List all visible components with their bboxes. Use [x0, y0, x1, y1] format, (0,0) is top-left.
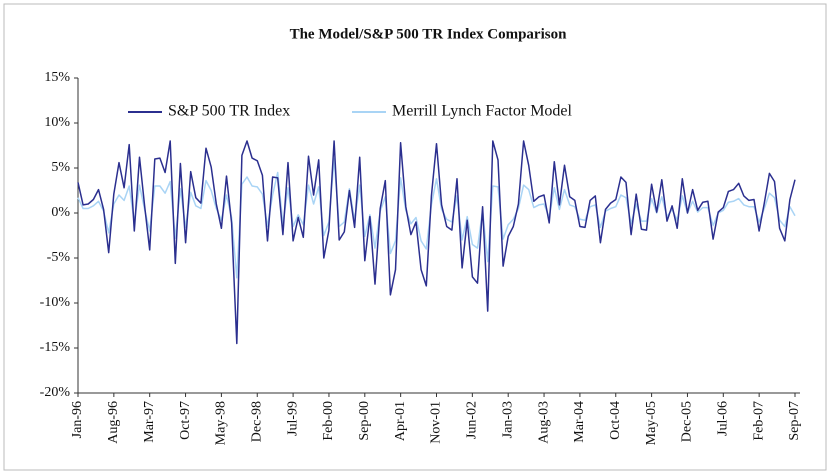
chart-border	[3, 3, 827, 471]
x-tick-label: May-98	[214, 401, 229, 445]
x-tick-label: Jan-96	[70, 401, 85, 438]
x-tick-label: Dec-05	[680, 401, 695, 442]
x-tick-label: Feb-00	[321, 401, 336, 441]
x-tick-label: Jul-99	[285, 401, 300, 436]
legend-label: Merrill Lynch Factor Model	[392, 103, 573, 120]
x-tick-label: Sep-00	[357, 401, 372, 441]
x-tick-label: Oct-97	[178, 401, 193, 440]
x-tick-label: Mar-04	[572, 401, 587, 443]
x-tick-label: Aug-03	[536, 401, 551, 444]
x-tick-label: Apr-01	[393, 401, 408, 441]
x-tick-label: Jan-03	[500, 401, 515, 438]
y-tick-label: -10%	[40, 295, 71, 310]
y-tick-label: -15%	[40, 340, 71, 355]
x-tick-label: Dec-98	[249, 401, 264, 442]
x-tick-label: Nov-01	[429, 401, 444, 444]
x-tick-label: Mar-97	[142, 401, 157, 443]
x-tick-label: Jul-06	[716, 401, 731, 436]
x-tick-label: Sep-07	[787, 401, 802, 441]
chart-title: The Model/S&P 500 TR Index Comparison	[290, 26, 567, 42]
series-line	[77, 140, 796, 345]
x-tick-label: Feb-07	[751, 401, 766, 441]
y-tick-label: 0%	[51, 205, 70, 220]
legend-label: S&P 500 TR Index	[168, 103, 290, 120]
y-tick-label: 10%	[44, 115, 70, 130]
y-tick-label: 15%	[44, 70, 70, 85]
y-tick-label: -5%	[47, 250, 71, 265]
x-tick-label: Jun-02	[465, 401, 480, 439]
x-tick-label: Oct-04	[608, 401, 623, 440]
y-tick-label: 5%	[51, 160, 70, 175]
series-line	[77, 158, 796, 279]
x-tick-label: Aug-96	[106, 401, 121, 444]
x-tick-label: May-05	[644, 401, 659, 445]
y-tick-label: -20%	[40, 385, 71, 400]
